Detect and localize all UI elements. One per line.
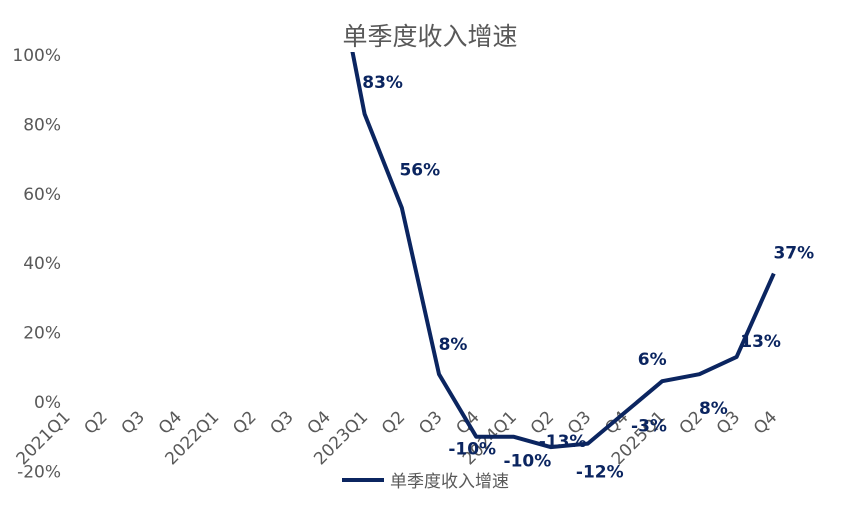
y-tick-label: 80% [23,115,61,135]
x-tick-label: Q2 [229,407,260,438]
data-label: -12% [576,463,624,483]
x-tick-label: Q3 [266,407,297,438]
data-label: 83% [362,73,403,93]
data-label: 8% [439,335,468,355]
x-tick-label: Q4 [750,407,781,438]
y-tick-label: 60% [23,185,61,205]
legend-label: 单季度收入增速 [390,472,509,492]
data-label: -3% [631,416,667,436]
data-label: 37% [773,244,814,264]
x-tick-label: 2021Q1 [13,407,75,469]
data-label: 13% [740,332,781,352]
y-tick-label: 0% [34,393,61,413]
data-label: -10% [448,440,496,460]
series-line [350,52,776,450]
data-label: -10% [504,452,552,472]
data-label: 56% [399,161,440,181]
data-label: -13% [539,432,587,452]
x-tick-label: Q3 [415,407,446,438]
legend: 单季度收入增速 [342,472,509,492]
x-tick-label: Q2 [80,407,111,438]
x-tick-label: Q2 [378,407,409,438]
y-tick-label: -20% [17,462,61,482]
chart-title: 单季度收入增速 [342,22,517,51]
y-tick-label: 100% [12,46,61,66]
y-tick-label: 20% [23,324,61,344]
y-tick-label: 40% [23,254,61,274]
x-tick-label: Q3 [118,407,149,438]
data-label: 8% [699,399,728,419]
data-label: 6% [638,350,667,370]
